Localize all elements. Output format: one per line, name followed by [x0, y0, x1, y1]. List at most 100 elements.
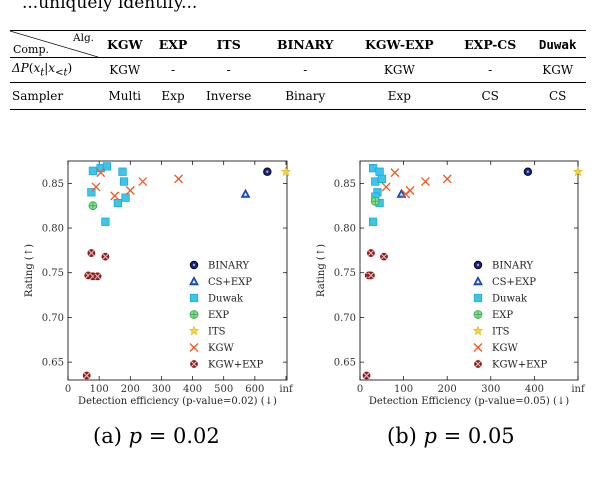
row-label-sampler: Sampler [10, 82, 98, 110]
table-cell: Inverse [194, 82, 263, 110]
data-point [405, 186, 415, 195]
data-point [121, 193, 130, 202]
data-point [101, 217, 110, 226]
data-point [119, 177, 129, 186]
header-exp: EXP [151, 30, 195, 58]
x-tick-label: inf [279, 384, 294, 395]
data-point [367, 271, 375, 280]
data-point [390, 168, 400, 178]
plot-frame [67, 160, 288, 381]
table-cell: Binary [262, 82, 348, 110]
y-tick-label: 0.80 [334, 224, 356, 235]
legend-label: KGW [208, 343, 234, 354]
legend-marker [189, 310, 199, 319]
data-point [91, 182, 101, 192]
table-corner-cell: Alg. Comp. [10, 30, 98, 58]
data-point [110, 191, 120, 201]
corner-comp-label: Comp. [13, 43, 50, 56]
legend-marker [189, 343, 199, 352]
y-tick-label: 0.75 [334, 268, 356, 279]
caption-prefix: (a) [93, 424, 129, 448]
data-point [96, 168, 106, 178]
plot-frame [359, 160, 579, 381]
legend-marker [474, 360, 482, 368]
header-exp-cs: EXP-CS [451, 30, 530, 58]
legend-label: ITS [208, 327, 226, 338]
y-axis-label: Rating (↑) [24, 244, 35, 297]
caption-value: = 0.02 [142, 424, 220, 448]
y-tick-label: 0.80 [42, 224, 64, 235]
x-tick-label: 400 [525, 384, 544, 395]
data-point [523, 167, 533, 176]
table-cell: - [451, 57, 530, 83]
x-tick-label: 600 [245, 384, 264, 395]
data-point [380, 252, 388, 261]
data-point [101, 252, 110, 261]
x-axis-label: Detection efficiency (p-value=0.02) (↓) [78, 396, 277, 407]
legend-label: Duwak [492, 294, 528, 305]
table-header-row: Alg. Comp. KGW EXP ITS BINARY KGW-EXP EX… [10, 30, 586, 58]
y-tick-label: 0.85 [42, 179, 64, 190]
legend-label: EXP [208, 310, 229, 321]
data-point [82, 371, 91, 380]
caption-value: = 0.05 [436, 424, 515, 448]
header-binary: BINARY [262, 30, 348, 58]
x-tick-label: 100 [90, 384, 109, 395]
table-cell: KGW [98, 57, 152, 83]
y-tick-label: 0.70 [334, 313, 356, 324]
table-cell: - [151, 57, 195, 83]
data-point [113, 198, 122, 208]
legend-marker [190, 360, 198, 368]
y-tick-label: 0.70 [42, 313, 64, 324]
data-point [367, 249, 375, 257]
data-point [174, 174, 184, 184]
scatter-chart-b: 0.65 0.70 0.75 0.80 0.85 0 100 200 300 400 inf Dete… [292, 148, 586, 430]
legend-label: CS+EXP [208, 277, 252, 288]
legend-label: Duwak [208, 294, 244, 305]
caption-variable: p [128, 424, 143, 448]
x-tick-label: 0 [65, 384, 71, 395]
table-cell: KGW [529, 57, 586, 83]
data-point [240, 188, 251, 198]
header-duwak: Duwak [529, 30, 586, 58]
y-tick-label: 0.85 [334, 179, 356, 190]
header-kgw-exp: KGW-EXP [347, 30, 451, 58]
y-tick-label: 0.65 [42, 358, 64, 369]
table-row: ΔP(xt|x<t) KGW - - - KGW - KGW [10, 57, 586, 83]
table-cell: - [194, 57, 263, 83]
table-cell: CS [451, 82, 530, 110]
legend-label: KGW+EXP [492, 360, 548, 371]
data-point [381, 182, 391, 192]
x-tick-label: 0 [357, 384, 363, 395]
legend-marker [188, 325, 200, 336]
x-tick-label: 400 [183, 384, 202, 395]
legend-marker [189, 276, 199, 286]
legend-marker [473, 310, 483, 319]
data-point [572, 166, 584, 177]
x-tick-label: inf [571, 384, 586, 395]
data-point [138, 177, 148, 187]
corner-alg-label: Alg. [73, 32, 94, 44]
data-point [442, 174, 452, 184]
data-point [377, 174, 386, 183]
y-tick-label: 0.75 [42, 268, 64, 279]
chart-svg-b: 0.65 0.70 0.75 0.80 0.85 0 100 200 300 400 infDete… [316, 160, 586, 407]
data-point [375, 167, 384, 176]
data-point [368, 217, 378, 226]
legend-marker [473, 293, 483, 303]
comparison-table: Alg. Comp. KGW EXP ITS BINARY KGW-EXP EX… [10, 30, 586, 110]
data-point [87, 249, 96, 257]
data-point [263, 167, 272, 176]
legend-label: BINARY [492, 261, 533, 272]
legend-marker [473, 343, 483, 352]
data-point [102, 162, 112, 171]
legend-label: ITS [492, 327, 510, 338]
caption-prefix: (b) [387, 424, 424, 448]
text-fragment: ...uniquely identify... [22, 0, 198, 13]
table-cell: Exp [347, 82, 451, 110]
legend-marker [473, 276, 483, 286]
chart-svg-a: 0.65 0.70 0.75 0.80 0.85 0 100 200 300 400 500 600 i… [24, 160, 294, 407]
legend-label: KGW [492, 343, 518, 354]
header-kgw: KGW [98, 30, 152, 58]
x-tick-label: 200 [121, 384, 140, 395]
